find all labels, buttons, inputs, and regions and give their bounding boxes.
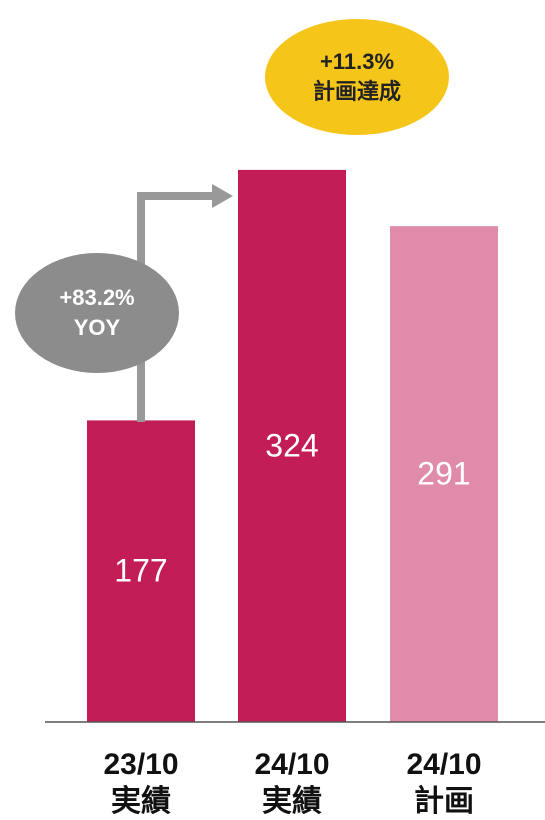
annotation: +83.2% YOY: [59, 285, 135, 340]
annotation-bubble: [265, 19, 449, 135]
bar: [238, 169, 346, 723]
x-tick-label: 24/10 実績: [254, 748, 330, 818]
annotation: +11.3% 計画達成: [312, 49, 402, 104]
value-label: 324: [265, 427, 319, 464]
bar: [87, 420, 195, 722]
x-tick-label: 24/10 計画: [406, 748, 482, 818]
arrow-head: [212, 184, 233, 208]
x-tick-label: 23/10 実績: [103, 748, 179, 818]
value-label: 177: [114, 552, 168, 589]
annotation-bubble: [15, 253, 179, 373]
value-label: 291: [417, 455, 471, 492]
bar: [390, 226, 498, 723]
